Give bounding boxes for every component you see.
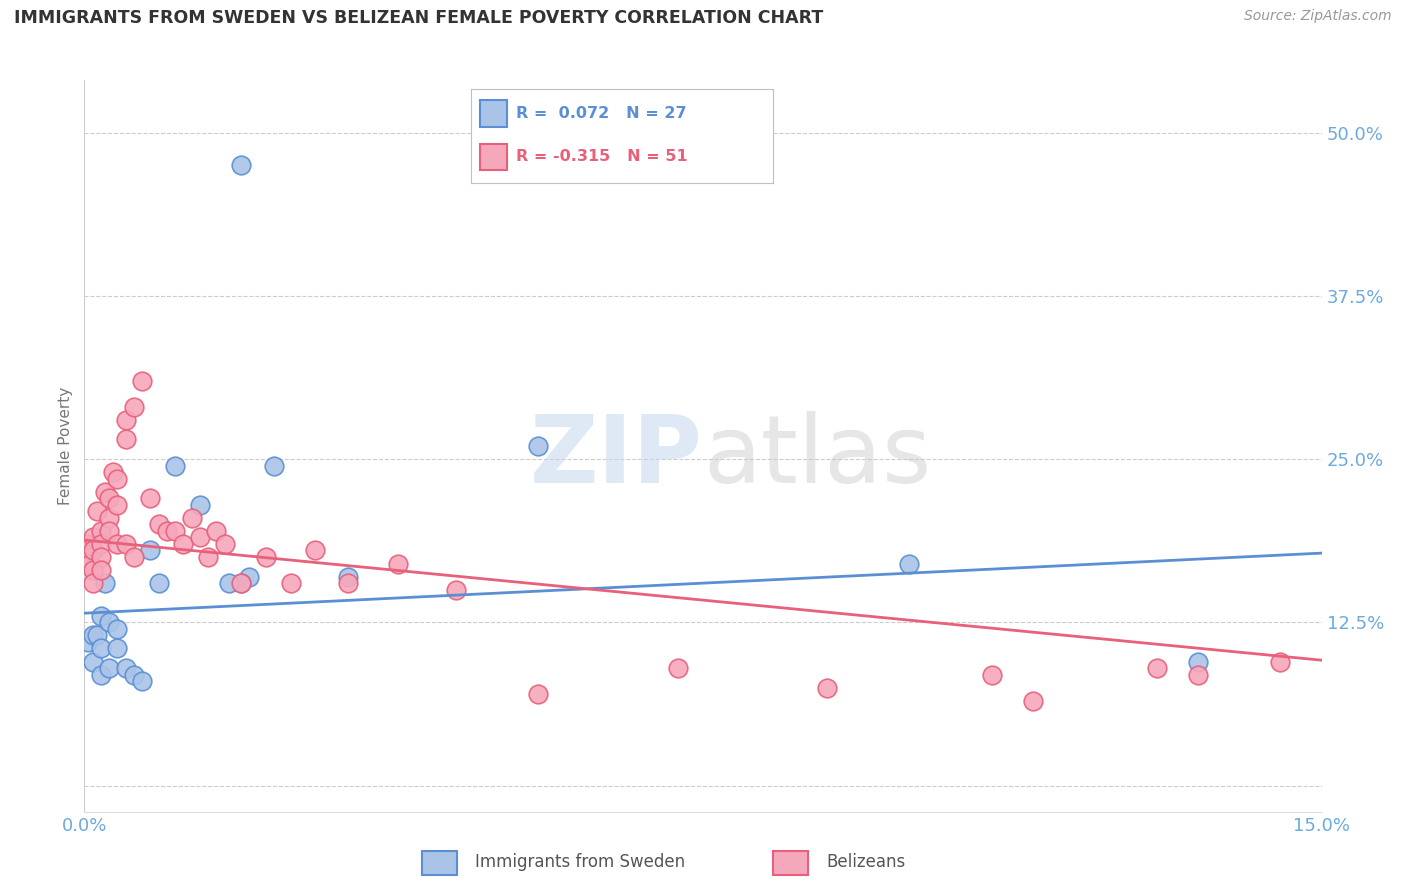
Point (165, 524, 187, 538)
Point (79, 557, 101, 571)
Text: Source: ZipAtlas.com: Source: ZipAtlas.com (1244, 9, 1392, 23)
Point (280, 576, 302, 591)
Point (131, 674, 153, 689)
Point (188, 530, 211, 544)
Point (444, 582, 467, 597)
Point (77, 635, 100, 649)
Point (90, 667, 112, 681)
Point (1270, 655, 1292, 669)
Point (76, 537, 98, 551)
Point (304, 543, 326, 558)
Point (197, 549, 219, 564)
Point (90, 563, 112, 577)
Point (254, 549, 277, 564)
Point (229, 158, 252, 172)
Point (263, 458, 285, 473)
Point (94, 576, 117, 591)
Point (86, 628, 108, 642)
Text: R =  0.072   N = 27: R = 0.072 N = 27 (516, 105, 688, 120)
Point (1022, 694, 1045, 708)
Text: R = -0.315   N = 51: R = -0.315 N = 51 (516, 149, 688, 163)
Point (105, 622, 128, 636)
Point (218, 576, 240, 591)
FancyBboxPatch shape (422, 851, 457, 875)
Text: atlas: atlas (703, 411, 931, 503)
Point (131, 374, 153, 388)
Point (105, 498, 128, 512)
Point (82, 563, 104, 577)
Point (98, 491, 121, 506)
Point (114, 537, 136, 551)
Text: IMMIGRANTS FROM SWEDEN VS BELIZEAN FEMALE POVERTY CORRELATION CHART: IMMIGRANTS FROM SWEDEN VS BELIZEAN FEMAL… (14, 9, 824, 27)
Text: ZIP: ZIP (530, 411, 703, 503)
Point (527, 439, 550, 453)
Point (238, 569, 260, 583)
Point (1187, 655, 1209, 669)
Point (172, 537, 194, 551)
Point (90, 524, 112, 538)
Point (815, 681, 838, 695)
Point (77, 549, 100, 564)
Point (82, 655, 104, 669)
Point (122, 549, 145, 564)
Point (387, 557, 409, 571)
Point (105, 537, 128, 551)
Point (98, 511, 121, 525)
Point (165, 458, 187, 473)
FancyBboxPatch shape (479, 144, 508, 169)
Point (666, 661, 689, 675)
Point (229, 576, 252, 591)
Point (1146, 661, 1168, 675)
Point (205, 524, 228, 538)
Point (94, 484, 117, 499)
Point (139, 491, 162, 506)
Point (90, 549, 112, 564)
Point (180, 511, 202, 525)
Point (122, 400, 145, 414)
Point (90, 537, 112, 551)
Point (90, 641, 112, 656)
Point (98, 615, 121, 630)
Point (337, 576, 360, 591)
Point (82, 530, 104, 544)
Point (114, 413, 136, 427)
Point (148, 576, 170, 591)
Point (1187, 667, 1209, 681)
Point (82, 543, 104, 558)
Point (114, 433, 136, 447)
FancyBboxPatch shape (479, 101, 508, 127)
Point (214, 537, 236, 551)
Point (103, 465, 125, 479)
Point (980, 667, 1002, 681)
FancyBboxPatch shape (773, 851, 808, 875)
Point (122, 667, 145, 681)
Point (82, 576, 104, 591)
Point (148, 517, 170, 532)
Point (105, 641, 128, 656)
Point (98, 524, 121, 538)
Point (229, 576, 252, 591)
Point (188, 498, 211, 512)
Point (105, 472, 128, 486)
Point (90, 608, 112, 623)
Point (898, 557, 921, 571)
Point (139, 543, 162, 558)
Point (337, 569, 360, 583)
Point (114, 661, 136, 675)
Point (98, 661, 121, 675)
Point (527, 687, 550, 701)
Y-axis label: Female Poverty: Female Poverty (58, 387, 73, 505)
Text: Immigrants from Sweden: Immigrants from Sweden (475, 853, 685, 871)
Point (156, 524, 179, 538)
Text: Belizeans: Belizeans (827, 853, 905, 871)
Point (86, 504, 108, 518)
Point (82, 628, 104, 642)
